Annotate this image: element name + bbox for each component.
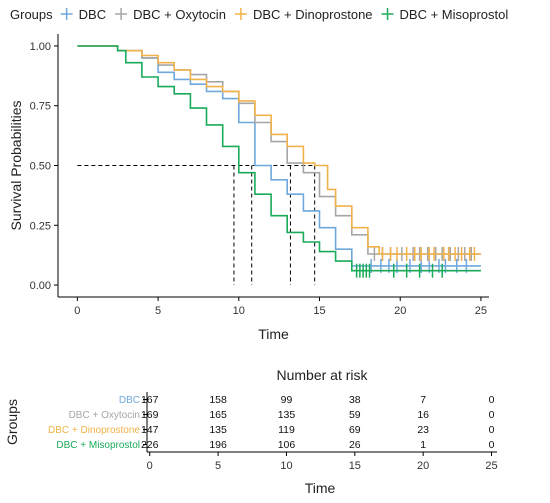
risk-cell-0-0: 167 [141, 394, 159, 406]
risk-cell-0-5: 0 [489, 394, 495, 406]
risk-x-axis-label: Time [305, 480, 336, 496]
y-tick-label-0: 0.00 [30, 280, 51, 292]
risk-cell-0-3: 38 [349, 394, 361, 406]
y-tick-label-2: 0.50 [30, 161, 51, 173]
risk-row-label-1: DBC + Oxytocin [69, 410, 140, 421]
x-tick-label-0: 0 [74, 305, 80, 317]
risk-cell-1-1: 165 [209, 409, 227, 421]
risk-cell-0-1: 158 [209, 394, 227, 406]
risk-x-tick-label-5: 25 [485, 460, 497, 472]
risk-x-tick-label-2: 10 [280, 460, 292, 472]
risk-cell-2-0: 147 [141, 424, 159, 436]
risk-cell-3-1: 196 [209, 439, 227, 451]
risk-row-label-0: DBC [119, 395, 140, 406]
risk-cell-3-4: 1 [420, 439, 426, 451]
risk-cell-2-3: 69 [349, 424, 361, 436]
risk-cell-1-0: 169 [141, 409, 159, 421]
risk-cell-0-2: 99 [281, 394, 293, 406]
risk-cell-2-2: 119 [278, 424, 295, 436]
x-tick-label-3: 15 [313, 305, 325, 317]
legend-key-3 [381, 8, 394, 20]
risk-row-label-2: DBC + Dinoprostone [48, 425, 140, 436]
risk-table: Number at risk DBC 167 158 99 38 7 0 DBC + Oxyto… [4, 367, 498, 496]
risk-x-tick-label-4: 20 [417, 460, 429, 472]
risk-cell-3-3: 26 [349, 439, 361, 451]
risk-x-tick-label-1: 5 [215, 460, 221, 472]
legend-key-1 [115, 8, 128, 20]
series-line-1 [77, 45, 481, 255]
risk-cell-2-4: 23 [417, 424, 429, 436]
legend-key-0 [60, 8, 73, 20]
y-tick-label-1: 0.25 [30, 220, 51, 232]
risk-cell-3-2: 106 [278, 439, 296, 451]
legend-label-3: DBC + Misoprostol [400, 7, 509, 22]
risk-cell-1-2: 135 [278, 409, 296, 421]
risk-cell-2-5: 0 [489, 424, 495, 436]
legend: Groups DBC DBC + Oxytocin DBC + Dinoproston… [10, 7, 508, 22]
x-tick-label-5: 25 [475, 305, 487, 317]
legend-label-2: DBC + Dinoprostone [253, 7, 373, 22]
x-tick-label-4: 20 [394, 305, 406, 317]
risk-cell-2-1: 135 [209, 424, 227, 436]
x-tick-label-2: 10 [233, 305, 245, 317]
risk-x-tick-label-3: 15 [349, 460, 361, 472]
legend-title: Groups [10, 7, 53, 22]
risk-cell-3-0: 226 [141, 439, 159, 451]
series-line-0 [77, 45, 481, 267]
risk-cell-1-5: 0 [489, 409, 495, 421]
risk-y-axis-label: Groups [4, 399, 20, 445]
risk-cell-0-4: 7 [420, 394, 426, 406]
x-axis-label: Time [258, 326, 289, 342]
legend-label-0: DBC [79, 7, 106, 22]
risk-cell-3-5: 0 [489, 439, 495, 451]
series-line-3 [77, 45, 481, 272]
y-tick-label-3: 0.75 [30, 101, 51, 113]
legend-key-2 [234, 8, 247, 20]
risk-row-label-3: DBC + Misoprostol [56, 440, 140, 451]
legend-label-1: DBC + Oxytocin [133, 7, 226, 22]
series-line-2 [77, 45, 481, 255]
y-axis-label: Survival Probabilities [8, 101, 24, 231]
risk-x-tick-label-0: 0 [147, 460, 153, 472]
y-tick-label-4: 1.00 [30, 41, 51, 53]
x-tick-label-1: 5 [155, 305, 161, 317]
risk-cell-1-3: 59 [349, 409, 361, 421]
risk-cell-1-4: 16 [417, 409, 429, 421]
risk-table-title: Number at risk [276, 367, 368, 383]
km-plot: 0.00 0.25 0.50 0.75 1.00 0 5 10 15 20 25 Time Surviv… [8, 34, 489, 342]
